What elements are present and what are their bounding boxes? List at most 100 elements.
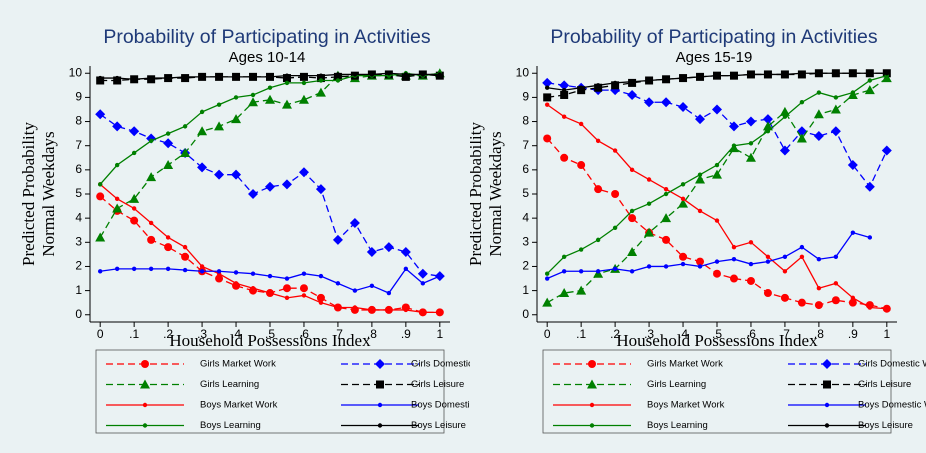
marker xyxy=(420,72,426,77)
marker xyxy=(129,193,140,203)
marker xyxy=(697,208,703,214)
marker xyxy=(248,189,259,199)
marker xyxy=(420,310,426,315)
marker xyxy=(233,95,239,100)
marker xyxy=(383,242,394,253)
marker xyxy=(646,177,652,182)
marker xyxy=(142,423,148,428)
marker xyxy=(627,246,638,256)
marker xyxy=(543,134,552,143)
marker xyxy=(612,80,618,86)
marker xyxy=(298,94,309,104)
legend-label: Girls Leisure xyxy=(858,379,911,390)
marker xyxy=(284,80,290,86)
marker xyxy=(377,402,383,408)
x-tick-label: .2 xyxy=(163,327,173,341)
y-tick-label: 5 xyxy=(522,186,529,200)
marker xyxy=(731,244,737,250)
x-tick-label: .6 xyxy=(299,327,309,341)
marker xyxy=(561,114,567,119)
marker xyxy=(867,305,873,310)
marker xyxy=(646,78,652,83)
marker xyxy=(780,293,789,302)
marker xyxy=(746,276,755,285)
marker xyxy=(629,208,635,214)
marker xyxy=(267,74,273,80)
marker xyxy=(182,244,188,250)
marker xyxy=(97,269,103,274)
marker xyxy=(814,301,823,310)
y-tick-label: 5 xyxy=(75,186,82,200)
legend-label: Boys Domestic Work xyxy=(411,400,499,411)
marker xyxy=(816,285,822,291)
marker xyxy=(318,73,324,78)
y-tick-label: 6 xyxy=(75,162,82,176)
marker xyxy=(799,254,805,259)
marker xyxy=(712,169,722,179)
series-line xyxy=(99,113,440,277)
marker xyxy=(559,80,570,91)
y-tick-label: 7 xyxy=(522,138,529,152)
marker xyxy=(595,269,601,274)
marker xyxy=(315,184,326,195)
marker xyxy=(543,93,552,102)
marker xyxy=(779,106,790,116)
marker xyxy=(318,300,324,305)
marker xyxy=(182,74,188,80)
marker xyxy=(544,276,550,281)
marker xyxy=(697,172,703,177)
marker xyxy=(544,85,550,90)
legend-item: Boys Learning xyxy=(106,420,261,431)
marker xyxy=(560,90,569,99)
marker xyxy=(369,307,375,313)
marker xyxy=(301,80,307,86)
marker xyxy=(417,268,428,279)
marker xyxy=(833,71,839,76)
marker xyxy=(611,81,620,90)
marker xyxy=(799,71,805,76)
marker xyxy=(850,295,856,301)
marker xyxy=(595,138,601,144)
marker xyxy=(386,307,392,313)
marker xyxy=(577,161,586,170)
marker xyxy=(420,281,426,286)
marker xyxy=(627,89,638,100)
marker xyxy=(281,99,292,109)
marker xyxy=(824,402,830,408)
marker xyxy=(848,298,857,307)
marker xyxy=(867,71,873,76)
chart-title: Probability of Participating in Activiti… xyxy=(550,26,878,48)
marker xyxy=(881,145,892,156)
legend-label: Girls Learning xyxy=(200,379,259,390)
y-tick-label: 3 xyxy=(522,234,529,248)
marker xyxy=(595,237,601,243)
y-tick-label: 9 xyxy=(522,90,529,104)
marker xyxy=(576,285,587,295)
marker xyxy=(577,86,586,95)
legend-item: Girls Market Work xyxy=(553,359,723,370)
marker xyxy=(782,114,788,119)
y-tick-label: 6 xyxy=(522,162,529,176)
x-tick-label: .3 xyxy=(197,327,207,341)
marker xyxy=(318,273,324,279)
marker xyxy=(333,72,342,81)
marker xyxy=(352,288,358,293)
marker xyxy=(267,290,273,296)
marker xyxy=(400,246,411,257)
legend-label: Girls Market Work xyxy=(200,359,276,370)
x-tick-label: .9 xyxy=(848,327,858,341)
y-tick-label: 8 xyxy=(75,114,82,128)
marker xyxy=(250,74,256,80)
marker xyxy=(165,266,171,272)
legend-item: Girls Learning xyxy=(553,379,706,390)
marker xyxy=(284,276,290,281)
y-tick-label: 7 xyxy=(75,138,82,152)
marker xyxy=(661,213,672,223)
marker xyxy=(589,423,595,428)
marker xyxy=(864,85,875,95)
marker xyxy=(544,102,550,107)
x-tick-label: .6 xyxy=(746,327,756,341)
marker xyxy=(140,379,150,389)
marker xyxy=(782,72,788,77)
